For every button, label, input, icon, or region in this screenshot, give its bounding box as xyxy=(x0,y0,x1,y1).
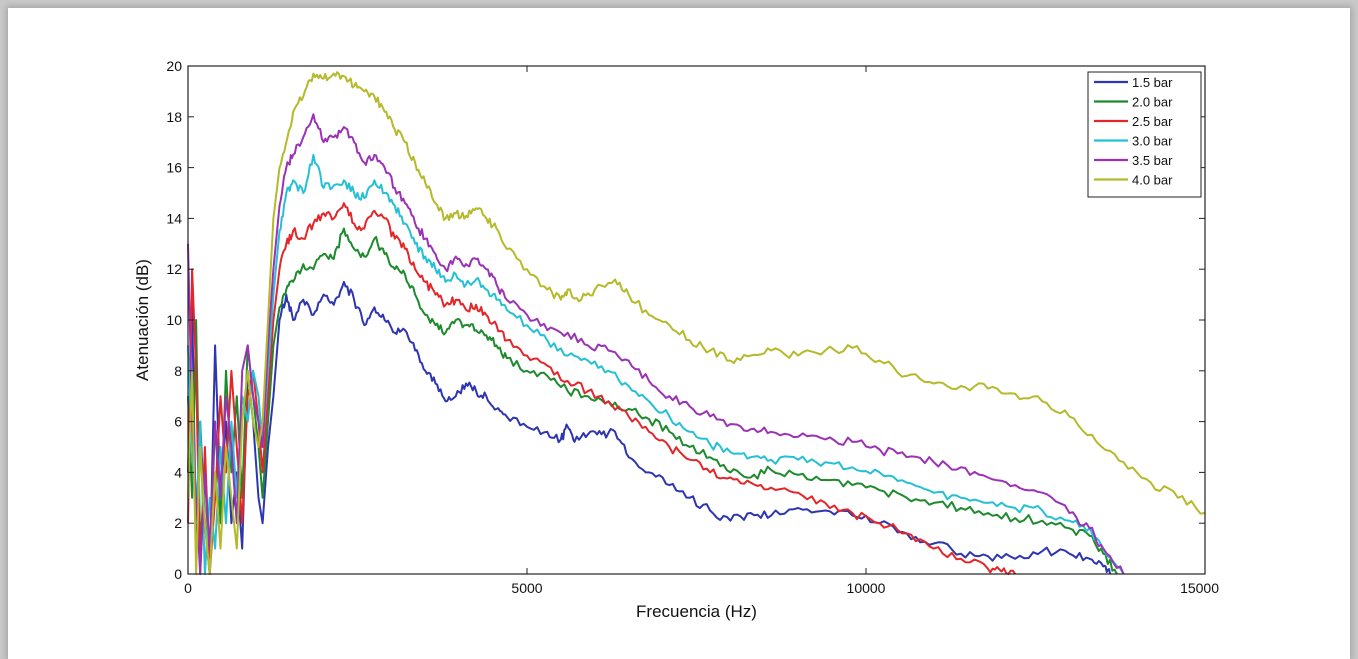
y-tick-label: 14 xyxy=(166,210,182,226)
y-tick-label: 4 xyxy=(174,464,182,480)
legend-label: 2.5 bar xyxy=(1132,114,1173,129)
legend-label: 3.5 bar xyxy=(1132,153,1173,168)
series-line-2-5-bar xyxy=(187,202,1017,575)
y-tick-label: 10 xyxy=(166,312,182,328)
y-tick-label: 12 xyxy=(166,261,182,277)
y-tick-label: 0 xyxy=(174,566,182,582)
y-axis-label: Atenuación (dB) xyxy=(133,259,152,381)
y-tick-label: 6 xyxy=(174,414,182,430)
figure-card: 0 5000 10000 15000 0 2 4 6 8 10 12 14 16 18 20 Frecuen… xyxy=(8,8,1350,659)
legend-label: 2.0 bar xyxy=(1132,95,1173,110)
y-tick-label: 20 xyxy=(166,58,182,74)
y-tick-label: 16 xyxy=(166,160,182,176)
legend-label: 4.0 bar xyxy=(1132,173,1173,188)
x-tick-label: 0 xyxy=(184,580,192,596)
series-line-4-0-bar xyxy=(187,71,1206,575)
legend-label: 1.5 bar xyxy=(1132,75,1173,90)
series-line-2-0-bar xyxy=(187,227,1118,575)
x-tick-label: 15000 xyxy=(1180,580,1219,596)
series-line-3-0-bar xyxy=(187,153,1125,575)
y-tick-label: 8 xyxy=(174,363,182,379)
x-tick-label: 5000 xyxy=(511,580,542,596)
series-line-1-5-bar xyxy=(187,280,1112,575)
axis-ticks: 0 5000 10000 15000 0 2 4 6 8 10 12 14 16 18 20 xyxy=(166,58,1219,596)
x-axis-label: Frecuencia (Hz) xyxy=(636,602,757,621)
plot-lines xyxy=(187,71,1206,575)
legend: 1.5 bar 2.0 bar 2.5 bar 3.0 bar 3.5 bar 4.0 b… xyxy=(1087,71,1202,198)
y-tick-label: 2 xyxy=(174,515,182,531)
x-tick-label: 10000 xyxy=(847,580,886,596)
y-tick-label: 18 xyxy=(166,109,182,125)
legend-box xyxy=(1087,71,1202,198)
series-line-3-5-bar xyxy=(187,113,1125,575)
legend-label: 3.0 bar xyxy=(1132,134,1173,149)
line-chart: 0 5000 10000 15000 0 2 4 6 8 10 12 14 16 18 20 Frecuen… xyxy=(133,58,1219,621)
